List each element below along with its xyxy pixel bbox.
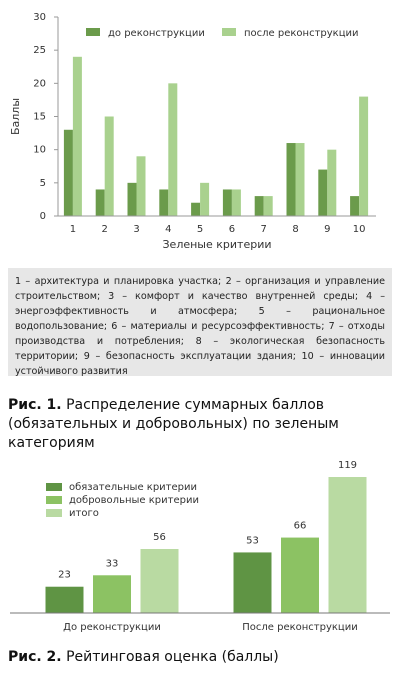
bar: [295, 143, 305, 216]
x-tick-label: 6: [229, 224, 235, 235]
bar: [191, 202, 201, 216]
legend-swatch: [46, 496, 62, 504]
bar: [72, 56, 82, 216]
bar: [263, 196, 273, 216]
legend-swatch: [46, 509, 62, 517]
bar: [200, 182, 210, 216]
bar: [95, 189, 105, 216]
x-tick-label: 8: [292, 224, 298, 235]
bar: [127, 182, 137, 216]
bar: [233, 552, 272, 613]
x-tick-label: 1: [70, 224, 76, 235]
bar: [359, 96, 369, 216]
legend-label: до реконструкции: [108, 28, 205, 39]
bar: [231, 189, 241, 216]
y-tick-label: 10: [33, 145, 46, 156]
bar: [45, 586, 84, 613]
legend-label: обязательные критерии: [69, 482, 197, 493]
bar: [136, 156, 146, 216]
bar: [104, 116, 114, 216]
bar: [254, 196, 264, 216]
bar: [140, 549, 179, 613]
x-tick-label: 9: [324, 224, 330, 235]
x-tick-label: 2: [102, 224, 108, 235]
x-tick-label: До реконструкции: [63, 622, 161, 633]
value-label: 23: [58, 570, 71, 581]
bar: [93, 575, 131, 613]
y-tick-label: 5: [40, 178, 46, 189]
bar: [350, 196, 360, 216]
value-label: 56: [153, 532, 166, 543]
value-label: 66: [294, 521, 307, 532]
caption: Рис. 1. Распределение суммарных баллов (…: [8, 396, 400, 453]
legend-swatch: [86, 28, 100, 36]
y-tick-label: 0: [40, 211, 46, 222]
y-tick-label: 25: [33, 45, 46, 56]
caption-text: Рейтинговая оценка (баллы): [66, 649, 279, 665]
legend-label: после реконструкции: [244, 28, 359, 39]
y-axis-label: Баллы: [9, 98, 22, 135]
x-tick-label: 10: [353, 224, 366, 235]
bar: [168, 83, 178, 216]
legend-note: 1 – архитектура и планировка участка; 2 …: [8, 268, 392, 377]
bar: [318, 169, 328, 216]
x-tick-label: 4: [165, 224, 171, 235]
x-tick-label: После реконструкции: [242, 622, 358, 633]
caption-label: Рис. 2.: [8, 649, 62, 665]
caption-text: Распределение суммарных баллов (обязател…: [8, 397, 339, 451]
caption: Рис. 2. Рейтинговая оценка (баллы): [8, 648, 400, 667]
x-tick-label: 3: [133, 224, 139, 235]
legend-label: добровольные критерии: [69, 495, 199, 506]
value-label: 53: [246, 535, 259, 546]
x-tick-label: 7: [261, 224, 267, 235]
y-tick-label: 15: [33, 112, 46, 123]
y-tick-label: 30: [33, 12, 46, 23]
bar: [327, 149, 337, 216]
bar: [159, 189, 169, 216]
bar: [328, 477, 367, 613]
value-label: 119: [338, 460, 357, 471]
x-tick-label: 5: [197, 224, 203, 235]
legend-swatch: [222, 28, 236, 36]
value-label: 33: [106, 558, 119, 569]
legend-swatch: [46, 483, 62, 491]
bar: [63, 129, 73, 216]
x-axis-label: Зеленые критерии: [163, 238, 272, 251]
y-tick-label: 20: [33, 78, 46, 89]
bar: [286, 143, 296, 216]
bar: [222, 189, 232, 216]
bar: [281, 537, 319, 613]
caption-label: Рис. 1.: [8, 397, 62, 413]
legend-label: итого: [69, 508, 99, 519]
